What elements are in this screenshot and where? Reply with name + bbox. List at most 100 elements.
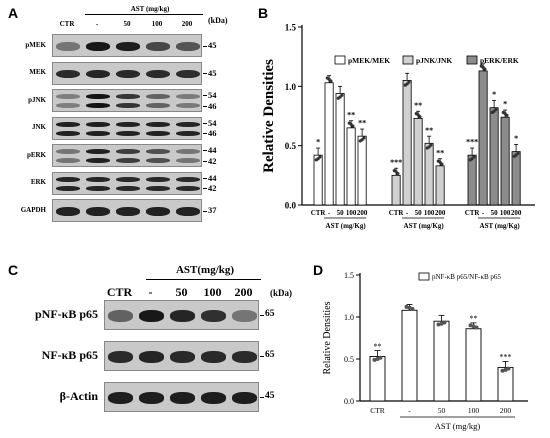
kda-marker: 45 xyxy=(265,391,275,402)
kda-tick xyxy=(203,45,207,47)
data-point xyxy=(375,357,380,361)
significance-stars: *** xyxy=(500,353,512,362)
blot-band xyxy=(116,42,140,51)
bar xyxy=(324,82,334,206)
data-point xyxy=(418,114,422,119)
blot-strip xyxy=(52,199,202,222)
data-point xyxy=(404,304,409,309)
blot-strip xyxy=(104,341,259,371)
bar xyxy=(313,154,323,206)
x-tick-label: - xyxy=(406,209,409,217)
data-point xyxy=(440,162,444,166)
blot-band xyxy=(86,207,110,216)
data-point xyxy=(483,67,487,71)
bar xyxy=(424,142,434,206)
blot-band xyxy=(170,351,195,363)
kda-tick xyxy=(203,160,207,162)
blot-band xyxy=(146,185,170,191)
x-tick-label: - xyxy=(408,406,411,415)
lane-label-200: 200 xyxy=(234,285,253,299)
bar xyxy=(500,116,510,206)
blot-band xyxy=(56,185,80,191)
kda-tick xyxy=(203,122,207,124)
kda-tick xyxy=(203,188,207,190)
x-tick-label: 200 xyxy=(435,209,446,217)
blot-band xyxy=(176,207,200,216)
bar xyxy=(489,107,499,206)
blot-band xyxy=(116,69,140,79)
data-point xyxy=(351,124,355,128)
significance-stars: * xyxy=(514,134,518,143)
blot-strip xyxy=(52,116,202,140)
x-tick-label: - xyxy=(482,209,485,217)
bar xyxy=(497,366,514,402)
data-point xyxy=(503,367,508,372)
data-point xyxy=(474,325,479,330)
blot-band xyxy=(116,103,140,109)
significance-stars: ** xyxy=(414,101,422,110)
bar xyxy=(511,151,521,206)
x-tick-label: CTR xyxy=(389,209,405,217)
x-tick-label: 200 xyxy=(357,209,368,217)
y-tick-label: 1.0 xyxy=(285,82,297,92)
blot-strip xyxy=(52,144,202,167)
significance-stars: ** xyxy=(347,110,355,119)
data-point xyxy=(506,366,511,371)
x-tick-label: 50 xyxy=(337,209,345,217)
group-x-label: AST (mg/Kg) xyxy=(326,222,367,230)
y-tick-label: 1.5 xyxy=(285,23,297,33)
blot-band xyxy=(108,392,133,404)
bar xyxy=(402,80,412,206)
blot-band xyxy=(176,42,200,51)
kda-marker: 42 xyxy=(208,183,217,193)
blot-strip xyxy=(52,34,202,57)
data-point xyxy=(471,324,476,329)
bar xyxy=(413,117,423,206)
legend-label: pNF-κB p65/NF-κB p65 xyxy=(432,273,501,281)
blot-strip xyxy=(52,61,202,85)
blot-band xyxy=(116,185,140,191)
kda-marker: 65 xyxy=(265,350,275,361)
blot-row-label: MEK xyxy=(29,68,46,77)
blot-band xyxy=(56,103,80,109)
blot-band xyxy=(139,392,164,404)
bar xyxy=(391,174,401,206)
kda-tick xyxy=(203,150,207,152)
legend-label: pERK/ERK xyxy=(480,56,519,65)
blot-band xyxy=(232,351,257,363)
blot-row-label: pMEK xyxy=(25,40,46,49)
blot-band xyxy=(176,149,200,155)
treatment-line-a xyxy=(85,14,203,15)
blot-band xyxy=(108,310,133,322)
y-axis-label: Relative Densities xyxy=(261,59,277,173)
blot-band xyxy=(146,158,170,164)
bar xyxy=(465,328,482,402)
blot-band xyxy=(116,121,140,127)
bar xyxy=(335,93,345,206)
blot-band xyxy=(146,207,170,216)
x-tick-label: 200 xyxy=(500,406,512,415)
data-point xyxy=(372,357,377,362)
kda-tick xyxy=(260,315,264,316)
blot-band xyxy=(86,130,110,136)
kda-tick xyxy=(203,95,207,97)
treatment-label-a: AST (mg/kg) xyxy=(130,5,170,13)
kda-marker: 46 xyxy=(208,100,217,111)
y-tick-label: 1.0 xyxy=(344,313,354,322)
bar xyxy=(478,70,488,206)
significance-stars: * xyxy=(316,138,320,147)
bar xyxy=(433,320,450,402)
panel-label-d: D xyxy=(313,262,324,278)
western-blot-panel-a: AST (mg/kg) (kDa) CTR - 50 100 200 pMEK 45 MEK 4… xyxy=(0,0,240,230)
blot-band xyxy=(170,310,195,322)
blot-band xyxy=(56,176,80,182)
western-blot-panel-c: AST(mg/kg) (kDa) CTR - 50 100 200 pNF-κB p65 6… xyxy=(0,258,310,418)
blot-strip xyxy=(104,382,259,412)
blot-band xyxy=(139,310,164,322)
blot-band xyxy=(116,130,140,136)
blot-band xyxy=(146,42,170,51)
kda-marker: 45 xyxy=(208,67,217,78)
blot-band xyxy=(176,103,200,109)
data-point xyxy=(494,107,498,112)
blot-band xyxy=(232,310,257,322)
